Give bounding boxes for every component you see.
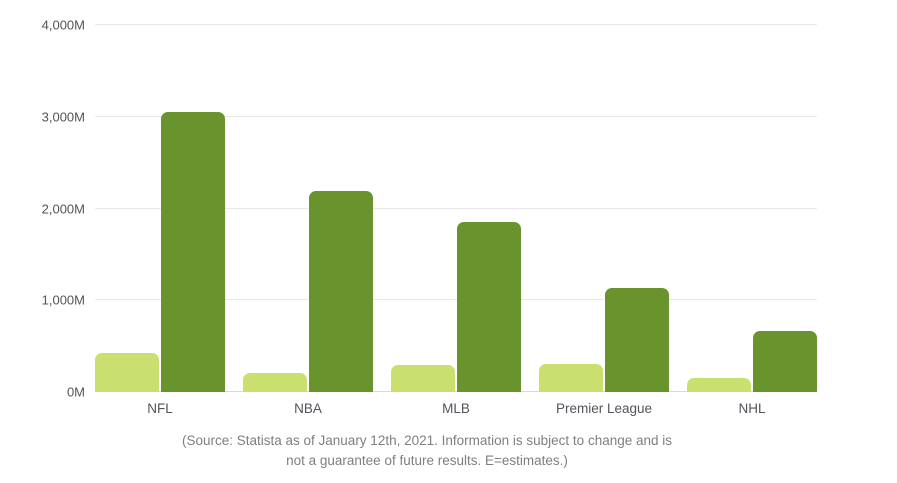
dark-green-series-bar — [605, 288, 669, 392]
gridline — [95, 115, 817, 117]
y-tick-label: 3,000M — [41, 109, 85, 125]
x-tick-label: Premier League — [555, 401, 653, 416]
gridline — [95, 24, 817, 25]
dark-green-series-bar — [161, 112, 225, 392]
gridline — [95, 207, 817, 209]
dark-green-series-bar — [309, 191, 373, 392]
source-note-line-2: not a guarantee of future results. E=est… — [286, 453, 568, 468]
y-tick-label: 1,000M — [41, 292, 85, 308]
source-note: (Source: Statista as of January 12th, 20… — [0, 431, 854, 471]
x-tick-label: NBA — [294, 401, 322, 416]
dark-green-series-bar — [457, 222, 521, 392]
x-tick-label: MLB — [442, 401, 470, 416]
y-tick-label: 0M — [66, 384, 85, 400]
bar-group-mlb: MLB — [391, 25, 521, 416]
bar-group-nhl: NHL — [687, 25, 817, 416]
y-tick-label: 4,000M — [41, 17, 85, 33]
y-tick-label: 2,000M — [41, 201, 85, 216]
bar-group-nba: NBA — [243, 25, 373, 416]
bar-group-premier-league: Premier League — [539, 25, 669, 416]
bar-group-nfl: NFL — [95, 25, 225, 416]
gridline — [95, 299, 817, 301]
light-green-series-bar — [687, 378, 751, 392]
light-green-series-bar — [243, 372, 307, 392]
light-green-series-bar — [95, 352, 159, 392]
x-tick-label: NHL — [738, 401, 766, 416]
dark-green-series-bar — [753, 331, 817, 392]
light-green-series-bar — [391, 365, 455, 392]
x-tick-label: NFL — [147, 401, 173, 416]
x-axis-line — [95, 391, 817, 392]
light-green-series-bar — [539, 364, 603, 392]
plot-area: 0M 1,000M 2,000M 3,000M 4,000M NFL NBA MLB Premi… — [42, 19, 817, 416]
source-note-line-1: (Source: Statista as of January 12th, 20… — [181, 433, 673, 448]
